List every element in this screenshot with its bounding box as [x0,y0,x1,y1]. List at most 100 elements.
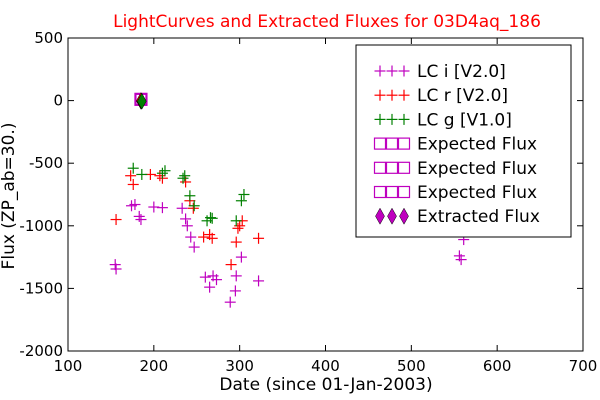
legend-marker [386,65,398,77]
lc-point [156,167,168,179]
legend-marker [385,185,399,199]
lc-point [148,201,160,213]
lc-point [177,172,189,184]
x-tick-label: 600 [483,357,512,375]
legend-marker [373,137,387,150]
lc-point [206,232,218,244]
lc-point [156,202,168,214]
legend-marker [374,89,386,101]
legend-marker [397,185,411,199]
legend-entry: Expected Flux [373,183,537,203]
lc-point [235,195,247,207]
legend-marker [385,161,399,174]
lc-point [136,168,148,180]
legend-label: Extracted Flux [417,207,540,227]
lc-point [159,165,171,177]
lc-point [198,231,210,243]
legend-entry: Expected Flux [373,135,537,155]
legend-label: Expected Flux [417,183,537,203]
legend-frame [355,44,572,238]
lc-point [204,212,216,224]
lc-point [127,178,139,190]
lc-point [232,222,244,234]
lc-point [135,214,147,226]
lc-point [230,215,242,227]
lc-point [224,296,236,308]
y-tick-label: -1000 [19,217,63,235]
lc-point [127,162,139,174]
legend-entry: LC i [V2.0] [374,62,506,82]
x-tick-label: 500 [397,357,426,375]
lc-point [229,285,241,297]
y-tick-label: -2000 [19,342,63,360]
lc-point [179,170,191,182]
legend-marker [386,113,398,125]
extracted-flux-point [137,92,147,110]
lc-point [133,210,145,222]
lc-point [230,236,242,248]
lc-point [204,281,216,293]
data-marks [109,92,470,308]
lc-point [230,270,242,282]
x-tick-label: 300 [225,357,254,375]
legend-marker [397,137,411,150]
lc-point [199,271,211,283]
lc-point [110,263,122,275]
legend-marker [374,65,386,77]
legend-label: Expected Flux [417,135,537,155]
lc-point [109,259,121,271]
x-tick-label: 100 [54,357,83,375]
legend-entry: LC r [V2.0] [374,86,508,106]
y-axis: -2000 -1500 -1000 -500 0 500 [19,29,583,360]
legend-marker [397,161,411,174]
lc-point [253,232,265,244]
lc-point [184,190,196,202]
lc-point [110,214,122,226]
lc-point [210,274,222,286]
lc-point [154,170,166,182]
legend-marker [398,113,410,125]
legend-entry: LC g [V1.0] [374,110,512,130]
legend-marker [399,207,409,225]
legend: LC i [V2.0] LC r [V2.0] LC g [V1.0] Expecte… [355,44,572,238]
legend-label: LC r [V2.0] [417,86,508,106]
legend-marker [398,65,410,77]
x-tick-label: 700 [569,357,598,375]
lc-point [129,199,141,211]
lc-point [125,170,137,182]
legend-entry: Extracted Flux [375,207,540,227]
x-axis-label: Date (since 01-Jan-2003) [219,375,432,395]
legend-marker [387,207,397,225]
legend-label: LC g [V1.0] [417,110,512,130]
lc-point [225,259,237,271]
legend-marker [373,161,387,174]
legend-label: Expected Flux [417,159,537,179]
legend-label: LC i [V2.0] [417,62,506,82]
y-tick-label: 0 [53,92,63,110]
lc-point [455,254,467,266]
legend-marker [386,89,398,101]
lc-point [238,189,250,200]
x-axis: 100 200 300 400 500 600 700 [54,38,598,375]
lc-point [180,213,192,225]
legend-entry: Expected Flux [373,159,537,179]
lc-point [176,202,188,214]
chart-title: LightCurves and Extracted Fluxes for 03D… [113,12,541,32]
x-tick-label: 200 [140,357,169,375]
y-tick-label: 500 [34,29,63,47]
legend-marker [374,113,386,125]
legend-marker [385,137,399,150]
y-tick-label: -1500 [19,279,63,297]
x-tick-label: 400 [311,357,340,375]
y-axis-label: Flux (ZP_ab=30.) [0,123,19,270]
lc-point [206,212,218,224]
lc-point [253,275,265,287]
legend-marker [373,185,387,199]
lc-point [188,241,200,253]
lc-point [188,200,200,212]
lc-point [235,251,247,263]
lc-point [187,202,199,214]
legend-marker [375,207,385,225]
lc-point [181,220,193,232]
